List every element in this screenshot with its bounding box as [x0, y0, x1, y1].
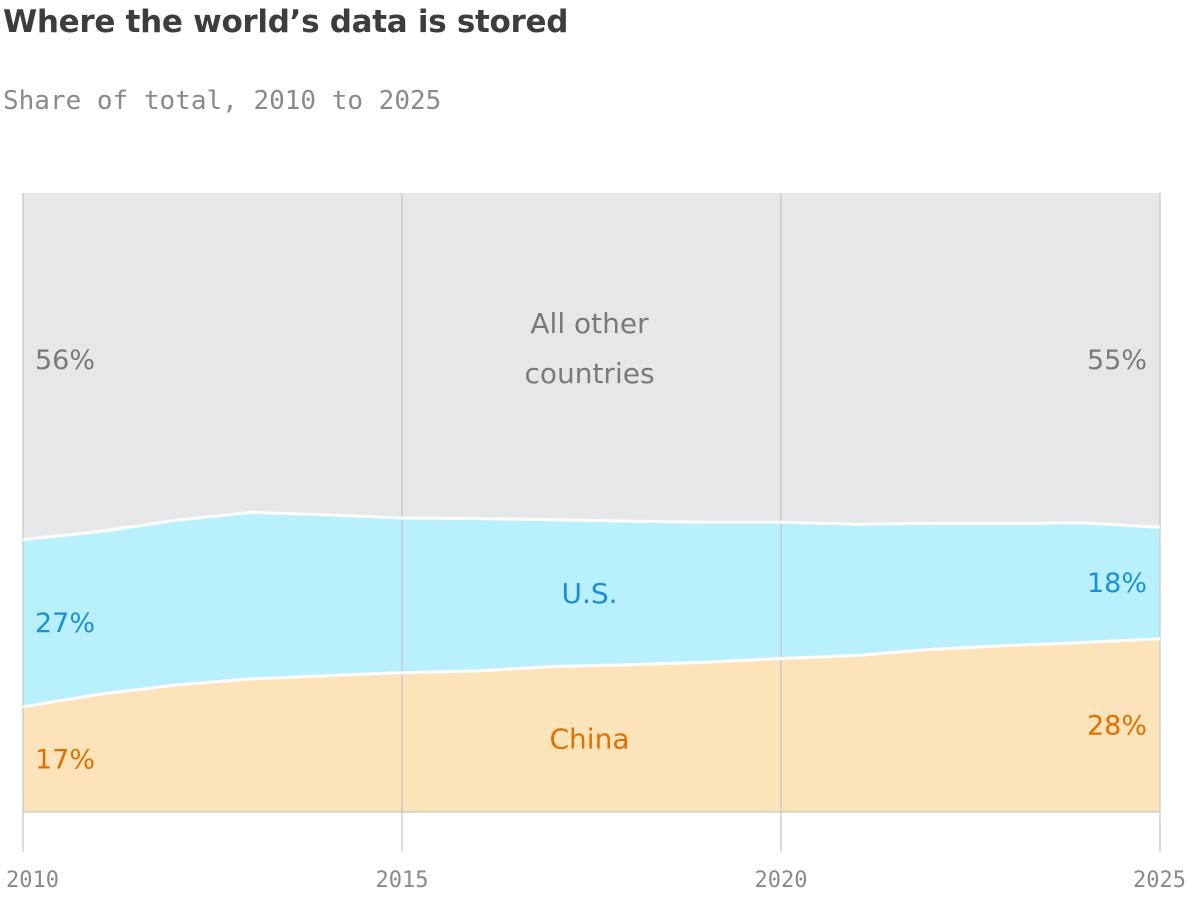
chart-title: Where the world’s data is stored	[3, 4, 569, 40]
value-label-china-start: 17%	[35, 744, 95, 775]
area-all-other-countries	[23, 193, 1160, 540]
border-china	[22, 637, 1161, 709]
x-tick-label-2015: 2015	[376, 868, 429, 893]
series-label-china: China	[550, 722, 630, 755]
x-tick-label-2020: 2020	[755, 868, 808, 893]
series-labels: 17% 28% China 27% 18% U.S. 56% 55% All other coun…	[35, 307, 1147, 775]
area-china	[23, 638, 1160, 812]
border-u-s	[22, 510, 1161, 542]
x-tick-label-2025: 2025	[1133, 868, 1186, 893]
series-label-all-other-countries: All other countries	[524, 307, 654, 390]
chart-subtitle: Share of total, 2010 to 2025	[3, 86, 442, 116]
area-u-s	[23, 512, 1160, 707]
value-label-all-other-countries-end: 55%	[1087, 345, 1147, 376]
series-borders	[22, 510, 1161, 813]
value-label-all-other-countries-start: 56%	[35, 345, 95, 376]
series-label-u-s: U.S.	[561, 577, 617, 610]
value-label-u-s-start: 27%	[35, 608, 95, 639]
value-label-u-s-end: 18%	[1087, 568, 1147, 599]
area-layers	[23, 193, 1160, 812]
x-axis: 2010 2015 2020 2025	[6, 868, 1186, 893]
x-tick-label-2010: 2010	[6, 868, 59, 893]
value-label-china-end: 28%	[1087, 710, 1147, 741]
